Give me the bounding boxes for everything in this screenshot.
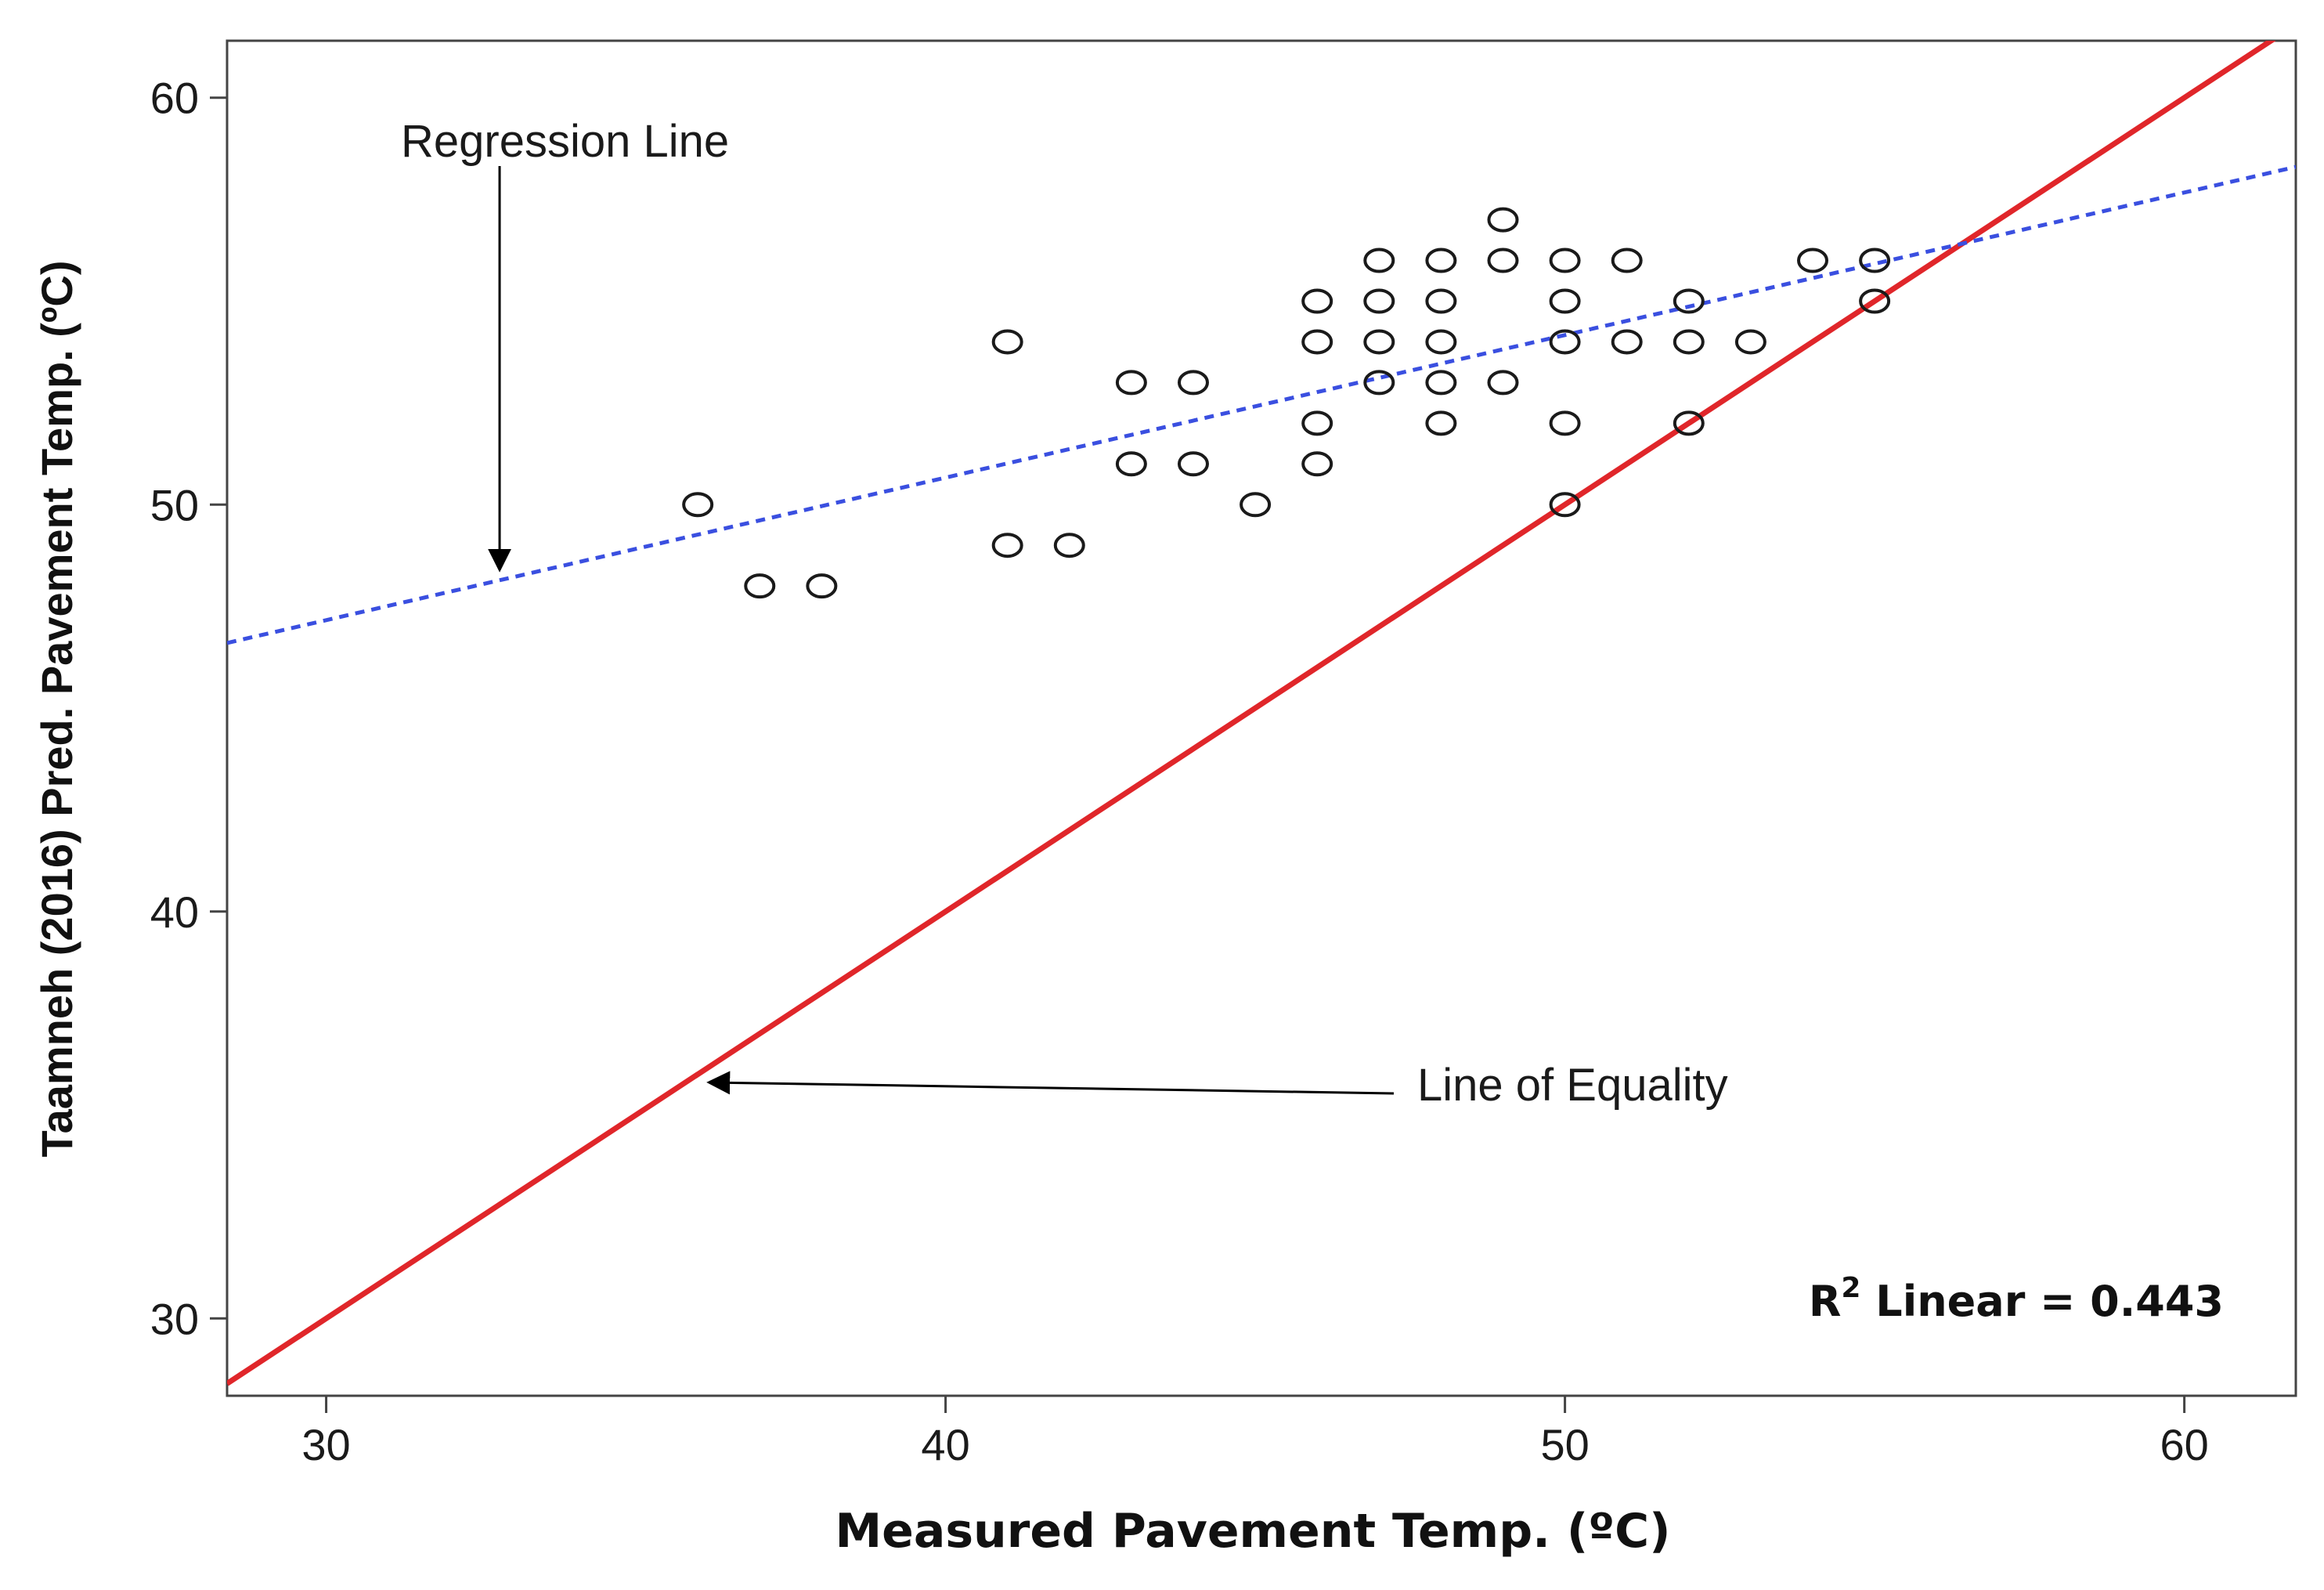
x-tick-label: 50 bbox=[1540, 1420, 1589, 1469]
x-axis-label: Measured Pavement Temp. (ºC) bbox=[835, 1504, 1670, 1559]
data-point bbox=[1734, 329, 1766, 355]
data-point bbox=[1177, 370, 1209, 396]
data-point bbox=[1301, 451, 1333, 477]
data-point bbox=[1425, 370, 1457, 396]
r-squared-sup: 2 bbox=[1841, 1272, 1860, 1304]
data-point bbox=[1425, 288, 1457, 314]
r-squared-r: R bbox=[1809, 1277, 1842, 1326]
y-tick-label: 60 bbox=[150, 74, 199, 123]
data-point bbox=[1115, 370, 1147, 396]
data-point bbox=[744, 573, 776, 599]
axis-ticks: 30 40 50 60 30 40 50 60 bbox=[150, 74, 2209, 1469]
y-axis-label: Taamneh (2016) Pred. Pavement Temp. (ºC) bbox=[32, 261, 81, 1158]
y-tick-label: 50 bbox=[150, 480, 199, 529]
r-squared-value: Linear = 0.443 bbox=[1860, 1277, 2224, 1326]
data-point bbox=[1859, 248, 1891, 273]
data-point bbox=[1673, 329, 1705, 355]
r-squared-label: R2 Linear = 0.443 bbox=[1809, 1272, 2224, 1326]
x-tick-label: 40 bbox=[921, 1420, 969, 1469]
data-point bbox=[1549, 410, 1581, 436]
data-point bbox=[1859, 288, 1891, 314]
data-point bbox=[806, 573, 838, 599]
x-tick-label: 30 bbox=[301, 1420, 350, 1469]
data-point bbox=[1425, 410, 1457, 436]
data-point bbox=[1363, 248, 1395, 273]
data-point bbox=[991, 533, 1023, 558]
data-point bbox=[1425, 329, 1457, 355]
data-point bbox=[1425, 248, 1457, 273]
data-point bbox=[1673, 288, 1705, 314]
data-point bbox=[1363, 370, 1395, 396]
data-point bbox=[1115, 451, 1147, 477]
equality-arrow bbox=[706, 1071, 1395, 1095]
data-point bbox=[1673, 410, 1705, 436]
regression-line bbox=[227, 164, 2296, 645]
data-point bbox=[1487, 248, 1519, 273]
data-point bbox=[1549, 492, 1581, 518]
x-tick-label: 60 bbox=[2160, 1420, 2208, 1469]
data-point bbox=[1487, 207, 1519, 233]
data-point bbox=[682, 492, 714, 518]
data-point bbox=[1363, 329, 1395, 355]
data-point bbox=[1611, 248, 1643, 273]
data-point bbox=[1487, 370, 1519, 396]
data-point bbox=[1177, 451, 1209, 477]
scatter-points bbox=[682, 207, 1891, 599]
data-point bbox=[1301, 410, 1333, 436]
data-point bbox=[1549, 288, 1581, 314]
regression-line-annotation: Regression Line bbox=[401, 116, 729, 167]
data-point bbox=[1549, 248, 1581, 273]
data-point bbox=[1301, 288, 1333, 314]
data-point bbox=[1549, 329, 1581, 355]
data-point bbox=[1611, 329, 1643, 355]
data-point bbox=[1363, 288, 1395, 314]
data-point bbox=[1053, 533, 1085, 558]
annotations: Regression Line Line of Equality bbox=[401, 116, 1728, 1111]
data-point bbox=[991, 329, 1023, 355]
data-point bbox=[1301, 329, 1333, 355]
regression-line-layer bbox=[227, 164, 2296, 645]
equality-line-layer bbox=[227, 41, 2276, 1386]
y-tick-label: 30 bbox=[150, 1294, 199, 1343]
data-point bbox=[1797, 248, 1829, 273]
plot-frame bbox=[226, 39, 2297, 1397]
y-tick-label: 40 bbox=[150, 887, 199, 937]
data-point bbox=[1240, 492, 1272, 518]
line-of-equality bbox=[227, 41, 2276, 1386]
equality-line-annotation: Line of Equality bbox=[1417, 1060, 1728, 1111]
